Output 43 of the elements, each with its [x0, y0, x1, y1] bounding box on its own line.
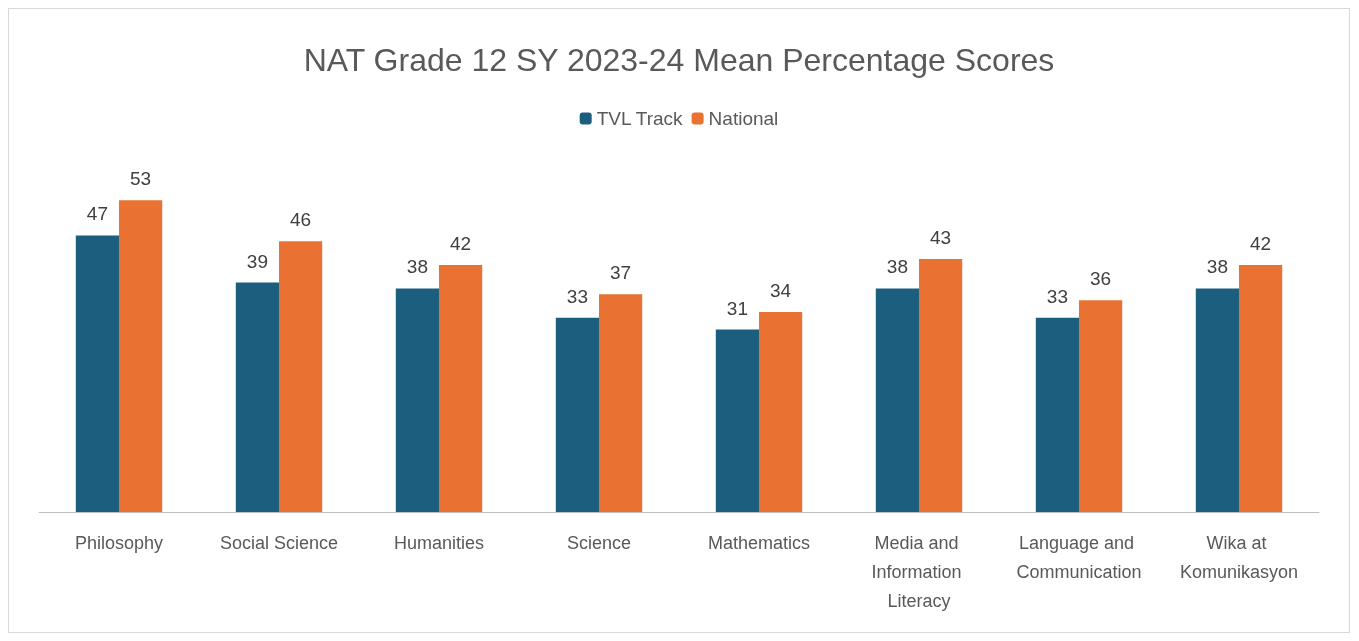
bar	[1079, 300, 1123, 512]
x-tick-label: Wika at Komunikasyon	[1179, 532, 1299, 582]
x-tick-label: Media and Information Literacy	[871, 532, 967, 611]
data-label: 42	[1250, 232, 1272, 254]
x-tick-label: Social Science	[219, 532, 339, 553]
data-label: 38	[886, 256, 908, 278]
data-label: 33	[1046, 285, 1068, 307]
legend-label: TVL Track	[596, 108, 684, 129]
data-label: 33	[566, 285, 588, 307]
data-label: 38	[406, 256, 428, 278]
data-label: 37	[610, 262, 632, 284]
bar	[439, 264, 483, 512]
bar	[395, 288, 439, 512]
data-label: 38	[1206, 256, 1228, 278]
bar	[875, 288, 919, 512]
bar	[1035, 317, 1079, 512]
bar	[279, 241, 323, 512]
x-tick-label: Language and Communication	[1016, 532, 1142, 582]
x-tick-label: Mathematics	[707, 532, 811, 553]
bar	[555, 317, 599, 512]
bar	[119, 200, 163, 512]
x-tick-label: Philosophy	[74, 532, 164, 553]
bar	[599, 294, 643, 512]
data-label: 46	[290, 209, 312, 231]
x-tick-label: Humanities	[393, 532, 485, 553]
data-label: 53	[130, 168, 152, 190]
bar	[1239, 264, 1283, 512]
data-label: 34	[770, 279, 792, 301]
chart-title: NAT Grade 12 SY 2023-24 Mean Percentage Scores	[303, 42, 1055, 78]
bar	[1195, 288, 1239, 512]
bar	[919, 259, 963, 512]
legend-label: National	[708, 108, 779, 129]
data-label: 42	[450, 232, 472, 254]
bar	[75, 235, 119, 512]
data-label: 47	[86, 203, 108, 225]
data-label: 39	[246, 250, 268, 272]
x-tick-label: Science	[566, 532, 632, 553]
bar	[759, 311, 803, 512]
bar	[235, 282, 279, 512]
data-label: 36	[1090, 268, 1112, 290]
data-label: 31	[726, 297, 748, 319]
bar	[715, 329, 759, 512]
data-label: 43	[930, 227, 952, 249]
